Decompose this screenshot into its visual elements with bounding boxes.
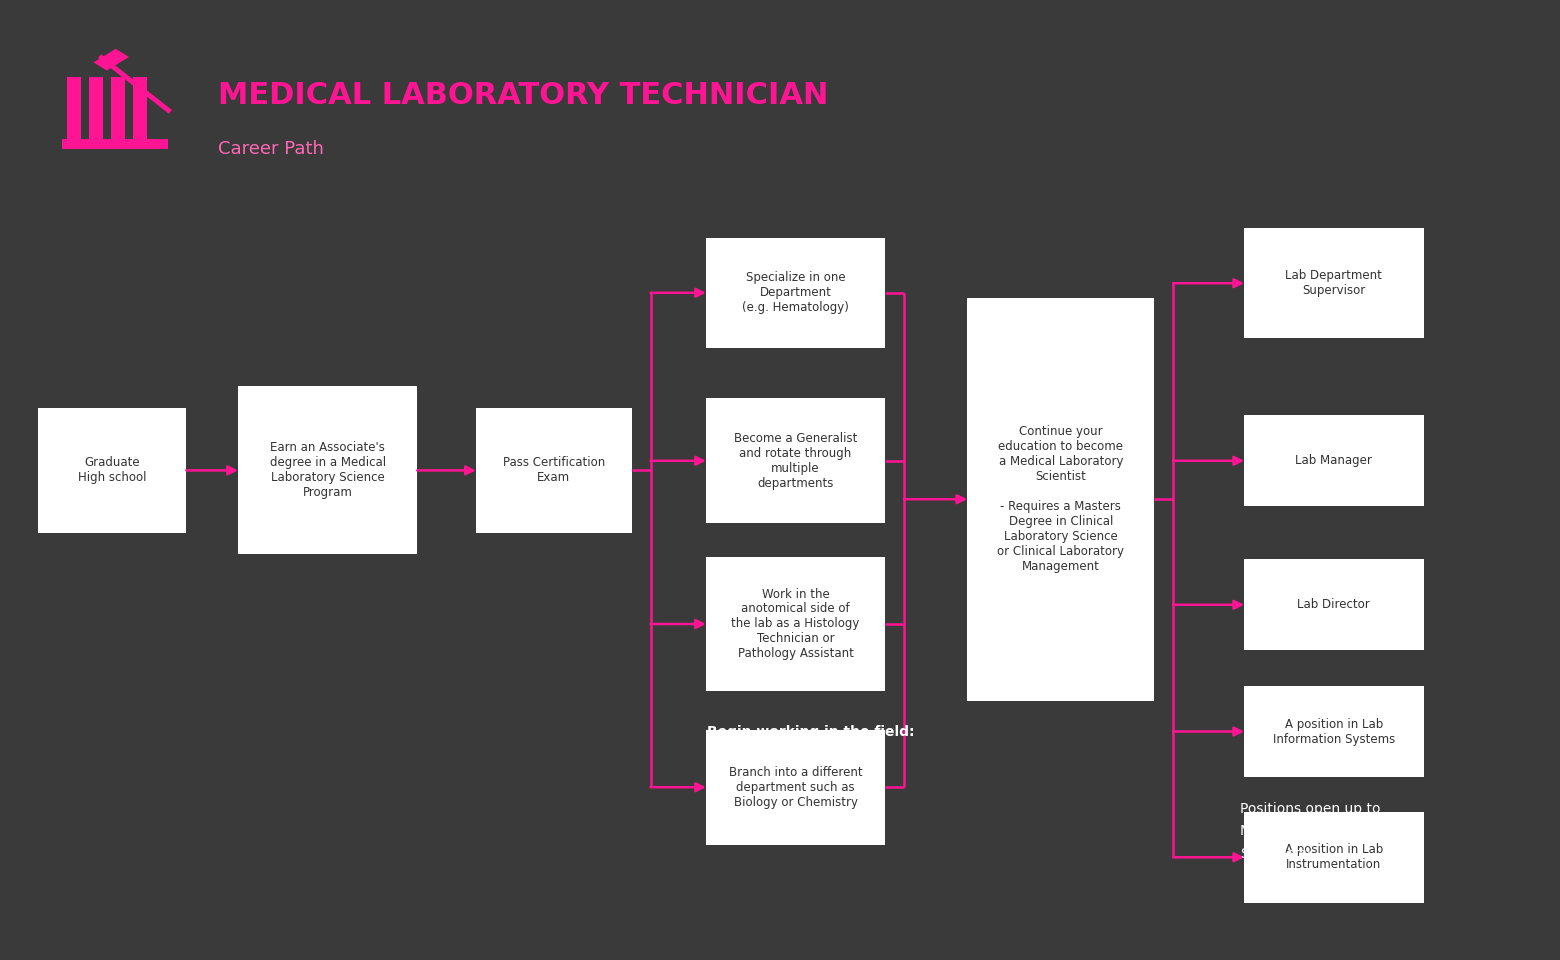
- Text: Begin working in the field:: Begin working in the field:: [707, 725, 914, 738]
- FancyBboxPatch shape: [705, 730, 886, 845]
- Text: MEDICAL LABORATORY TECHNICIAN: MEDICAL LABORATORY TECHNICIAN: [218, 82, 828, 110]
- Bar: [62, 139, 168, 149]
- FancyBboxPatch shape: [476, 408, 632, 533]
- FancyBboxPatch shape: [1245, 812, 1423, 902]
- Text: Branch into a different
department such as
Biology or Chemistry: Branch into a different department such …: [729, 766, 863, 808]
- FancyBboxPatch shape: [967, 298, 1154, 701]
- FancyBboxPatch shape: [1245, 228, 1423, 339]
- Text: Work in the
anotomical side of
the lab as a Histology
Technician or
Pathology As: Work in the anotomical side of the lab a…: [732, 588, 860, 660]
- Text: Positions open up to
Medical Laboratory
Scientists:: Positions open up to Medical Laboratory …: [1240, 802, 1381, 861]
- Text: Lab Department
Supervisor: Lab Department Supervisor: [1285, 269, 1382, 298]
- Text: A position in Lab
Instrumentation: A position in Lab Instrumentation: [1285, 843, 1382, 872]
- Bar: [89, 77, 103, 149]
- Text: Specialize in one
Department
(e.g. Hematology): Specialize in one Department (e.g. Hemat…: [743, 272, 849, 314]
- Bar: [133, 77, 147, 149]
- Bar: [111, 77, 125, 149]
- Text: Lab Director: Lab Director: [1298, 598, 1370, 612]
- FancyBboxPatch shape: [1245, 416, 1423, 507]
- Text: A position in Lab
Information Systems: A position in Lab Information Systems: [1273, 717, 1395, 746]
- Text: Pass Certification
Exam: Pass Certification Exam: [502, 456, 605, 485]
- Bar: [94, 49, 129, 70]
- FancyBboxPatch shape: [37, 408, 187, 533]
- Text: Career Path: Career Path: [218, 140, 324, 157]
- FancyBboxPatch shape: [705, 557, 886, 691]
- Bar: [67, 77, 81, 149]
- Text: Continue your
education to become
a Medical Laboratory
Scientist

- Requires a M: Continue your education to become a Medi…: [997, 425, 1125, 573]
- Text: Lab Manager: Lab Manager: [1295, 454, 1373, 468]
- FancyBboxPatch shape: [705, 237, 886, 348]
- FancyBboxPatch shape: [237, 387, 418, 555]
- FancyBboxPatch shape: [1245, 685, 1423, 778]
- Text: Earn an Associate's
degree in a Medical
Laboratory Science
Program: Earn an Associate's degree in a Medical …: [270, 442, 385, 499]
- FancyBboxPatch shape: [1245, 559, 1423, 651]
- FancyBboxPatch shape: [705, 398, 886, 523]
- Text: Become a Generalist
and rotate through
multiple
departments: Become a Generalist and rotate through m…: [733, 432, 858, 490]
- Text: Graduate
High school: Graduate High school: [78, 456, 147, 485]
